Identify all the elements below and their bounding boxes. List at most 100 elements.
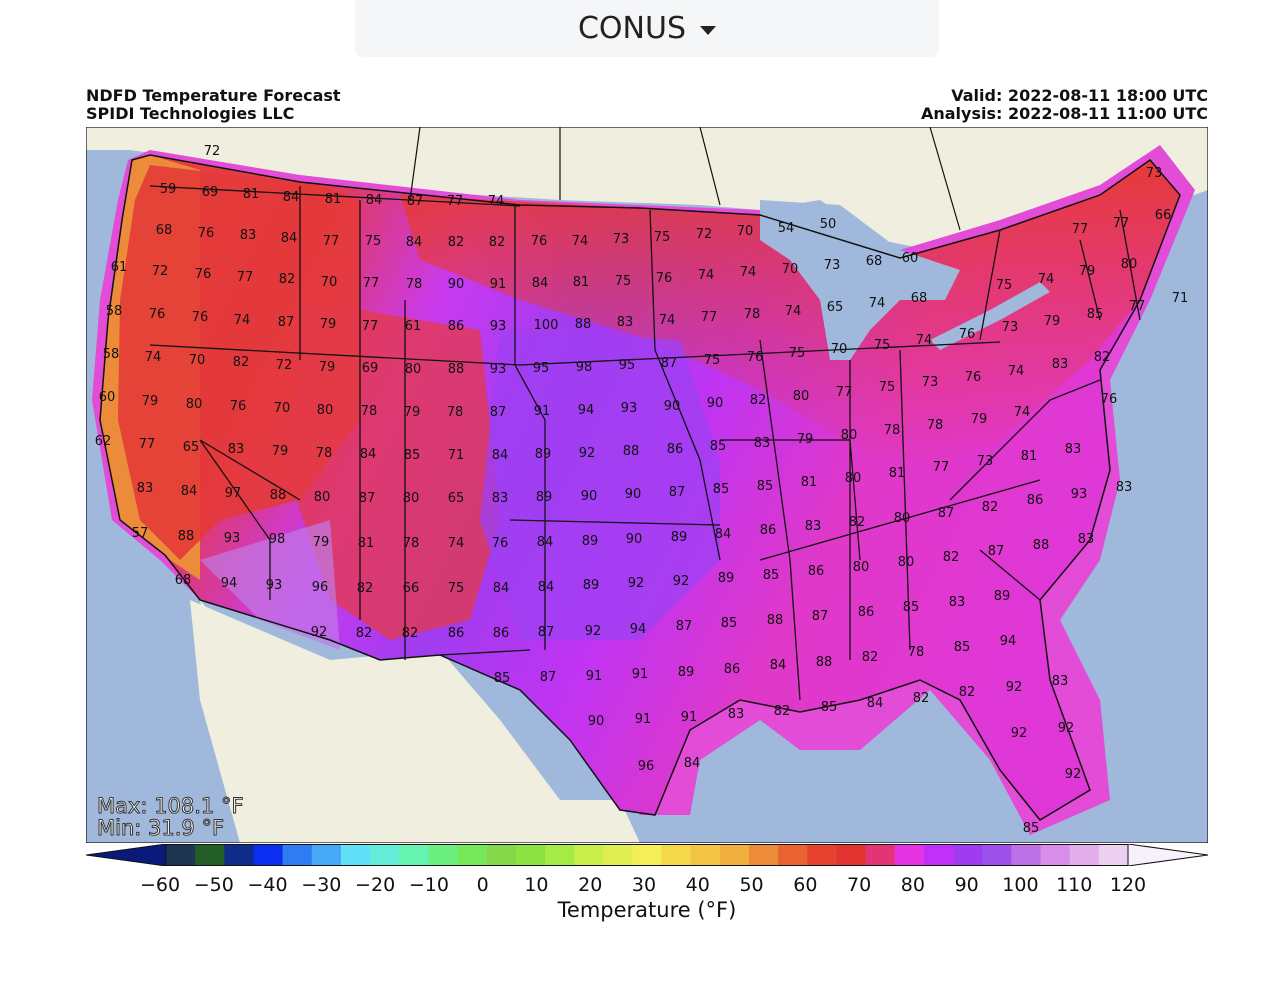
min-temp-stat: Min: 31.9 °F: [97, 816, 224, 840]
region-selector-label: CONUS: [577, 11, 686, 46]
colorbar-segment: [1069, 844, 1100, 866]
temperature-value: 62: [95, 434, 112, 449]
temperature-value: 81: [889, 466, 906, 481]
temperature-value: 82: [279, 272, 296, 287]
temperature-value: 82: [233, 355, 250, 370]
temperature-value: 89: [583, 578, 600, 593]
temperature-value: 61: [111, 260, 128, 275]
temperature-value: 77: [447, 194, 464, 209]
temperature-value: 75: [879, 380, 896, 395]
temperature-value: 76: [195, 267, 212, 282]
temperature-value: 79: [1079, 264, 1096, 279]
temperature-value: 86: [724, 662, 741, 677]
temperature-value: 84: [538, 580, 555, 595]
colorbar-segment: [486, 844, 517, 866]
temperature-value: 97: [225, 486, 242, 501]
temperature-value: 83: [1116, 480, 1133, 495]
temperature-value: 90: [581, 489, 598, 504]
temperature-value: 79: [320, 317, 337, 332]
temperature-value: 58: [106, 304, 123, 319]
temperature-value: 66: [1155, 208, 1172, 223]
temperature-value: 80: [1121, 257, 1138, 272]
temperature-value: 81: [243, 187, 260, 202]
great-lakes: [760, 200, 960, 360]
temperature-value: 77: [323, 234, 340, 249]
temperature-value: 78: [361, 404, 378, 419]
temperature-value: 85: [1023, 821, 1040, 836]
temperature-value: 75: [365, 234, 382, 249]
temperature-value: 92: [628, 576, 645, 591]
temperature-value: 87: [938, 506, 955, 521]
colorbar-tick-label: 10: [524, 874, 549, 896]
colorbar-segment: [457, 844, 488, 866]
temperature-value: 87: [812, 609, 829, 624]
temperature-value: 90: [707, 396, 724, 411]
temperature-value: 88: [575, 317, 592, 332]
temperature-value: 92: [579, 446, 596, 461]
temperature-value: 74: [785, 304, 802, 319]
temperature-value: 80: [314, 490, 331, 505]
temperature-value: 70: [321, 275, 338, 290]
temperature-value: 93: [224, 531, 241, 546]
temperature-value: 93: [490, 319, 507, 334]
temperature-value: 74: [1008, 364, 1025, 379]
header-left: NDFD Temperature Forecast SPIDI Technolo…: [86, 87, 341, 123]
colorbar-segment: [894, 844, 925, 866]
temperature-value: 89: [678, 665, 695, 680]
temperature-value: 84: [493, 581, 510, 596]
temperature-value: 76: [656, 271, 673, 286]
temperature-value: 77: [701, 310, 718, 325]
temperature-value: 75: [448, 581, 465, 596]
temperature-value: 92: [1065, 767, 1082, 782]
temperature-value: 78: [406, 277, 423, 292]
temperature-value: 79: [313, 535, 330, 550]
temperature-value: 88: [623, 444, 640, 459]
temperature-value: 73: [1146, 166, 1163, 181]
temperature-value: 71: [1172, 291, 1189, 306]
temperature-value: 91: [534, 404, 551, 419]
temperature-value: 76: [965, 370, 982, 385]
temperature-value: 70: [274, 401, 291, 416]
temperature-value: 80: [186, 397, 203, 412]
colorbar-segment: [515, 844, 546, 866]
temperature-value: 85: [954, 640, 971, 655]
temperature-value: 86: [667, 442, 684, 457]
temperature-value: 83: [617, 315, 634, 330]
chevron-down-icon: [700, 26, 716, 35]
colorbar-segment: [661, 844, 692, 866]
temperature-value: 86: [858, 605, 875, 620]
colorbar-tick-label: 70: [847, 874, 872, 896]
temperature-value: 93: [266, 578, 283, 593]
colorbar-tick-label: 30: [631, 874, 657, 896]
colorbar-segment: [836, 844, 867, 866]
colorbar-tick-label: −20: [355, 874, 396, 896]
temperature-value: 86: [808, 564, 825, 579]
colorbar-segment: [719, 844, 750, 866]
temperature-value: 92: [585, 624, 602, 639]
temperature-value: 94: [221, 576, 238, 591]
temperature-value: 84: [492, 448, 509, 463]
max-temp-stat: Max: 108.1 °F: [97, 794, 244, 818]
mexico-land: [190, 600, 640, 843]
colorbar-segment: [807, 844, 837, 866]
temperature-value: 94: [1000, 634, 1017, 649]
temperature-map[interactable]: 72 59 69 81 84 81 84 87 77 74 68 76 83 84 77 75 84 82 82 76…: [86, 127, 1208, 843]
colorbar-segment: [282, 844, 313, 866]
temperature-value: 77: [933, 460, 950, 475]
colorbar-tick-label: −10: [408, 874, 449, 896]
temperature-value: 85: [757, 479, 774, 494]
temperature-value: 58: [103, 347, 120, 362]
temperature-value: 95: [619, 358, 636, 373]
hot-plains-zone: [480, 330, 720, 640]
colorbar-segment: [982, 844, 1012, 866]
colorbar-tick-label: −60: [139, 874, 181, 896]
temperature-value: 74: [1014, 405, 1031, 420]
colorbar-segment: [749, 844, 779, 866]
temperature-value: 70: [831, 342, 848, 357]
temperature-value: 77: [362, 319, 379, 334]
state-borders: [149, 185, 1141, 701]
temperature-value: 88: [270, 488, 287, 503]
temperature-value: 91: [632, 667, 649, 682]
temperature-value: 85: [821, 700, 838, 715]
region-selector[interactable]: CONUS: [355, 0, 939, 57]
